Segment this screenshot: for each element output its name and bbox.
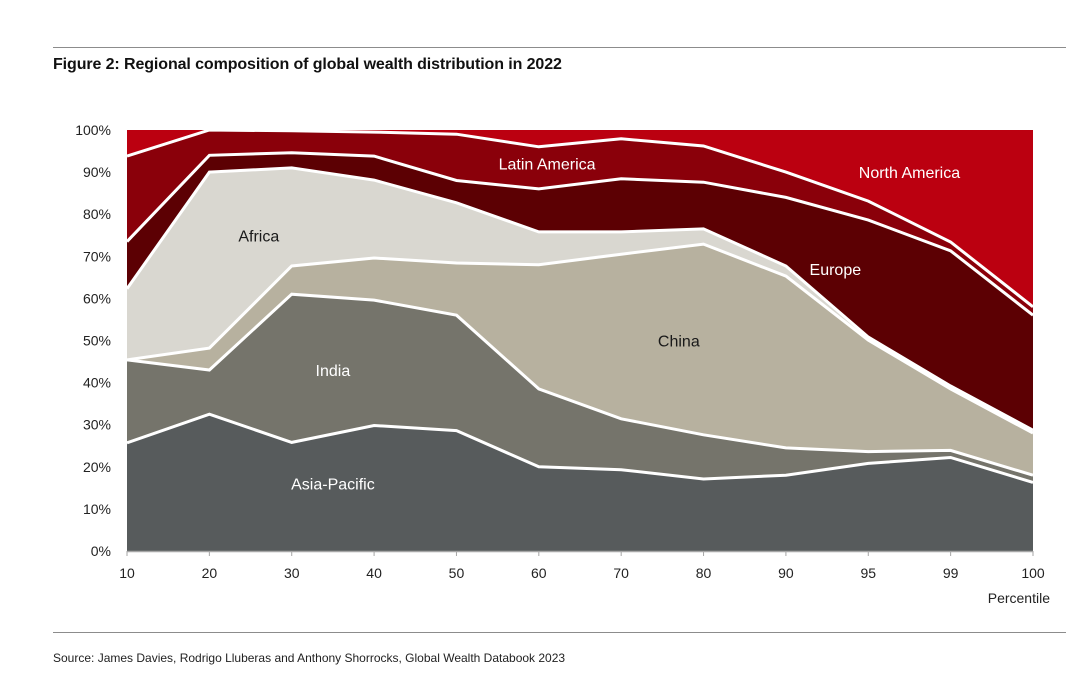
x-tick-label: 50 <box>449 565 465 581</box>
x-tick-label: 95 <box>860 565 876 581</box>
boundary-asia-pacific <box>126 412 1034 484</box>
y-tick-label: 50% <box>83 333 111 349</box>
label-china: China <box>658 334 700 351</box>
boundary-europe <box>125 151 1034 317</box>
area-north-america <box>127 130 1033 307</box>
area-africa <box>127 167 1033 434</box>
label-latin-america: Latin America <box>499 157 596 174</box>
figure-title: Figure 2: Regional composition of global… <box>53 56 562 73</box>
y-tick-label: 100% <box>75 122 111 138</box>
y-tick-label: 20% <box>83 459 111 475</box>
y-tick-label: 70% <box>83 248 111 264</box>
x-tick-label: 60 <box>531 565 547 581</box>
area-europe <box>127 152 1033 431</box>
label-india: India <box>316 363 351 380</box>
x-tick-label: 70 <box>613 565 629 581</box>
label-africa: Africa <box>238 228 279 245</box>
x-tick-label: 90 <box>778 565 794 581</box>
area-labels-group: Asia-Pacific India China Africa Europe Latin … <box>238 157 960 494</box>
area-asia-pacific <box>127 414 1033 551</box>
y-tick-label: 10% <box>83 501 111 517</box>
boundary-india <box>126 292 1034 477</box>
x-tick-label: 10 <box>119 565 135 581</box>
boundary-africa <box>125 166 1034 432</box>
x-tick-label: 99 <box>943 565 959 581</box>
axes-group: 0% 10% 20% 30% 40% 50% 60% 70% 80% 90% 100% 10 20 30 4… <box>75 122 1045 581</box>
label-asia-pacific: Asia-Pacific <box>291 477 375 494</box>
x-tick-label: 100 <box>1021 565 1045 581</box>
boundary-latin-america <box>126 128 1034 308</box>
area-latin-america <box>127 130 1033 316</box>
source-note: Source: James Davies, Rodrigo Lluberas a… <box>53 651 566 665</box>
label-europe: Europe <box>810 262 862 279</box>
area-china <box>127 244 1033 476</box>
y-tick-label: 0% <box>91 543 111 559</box>
bottom-rule <box>53 632 1066 633</box>
y-tick-label: 90% <box>83 164 111 180</box>
y-tick-label: 40% <box>83 375 111 391</box>
top-rule <box>53 47 1066 48</box>
x-tick-label: 30 <box>284 565 300 581</box>
x-tick-label: 20 <box>202 565 218 581</box>
y-tick-label: 80% <box>83 206 111 222</box>
y-tick-label: 30% <box>83 417 111 433</box>
x-tick-label: 40 <box>366 565 382 581</box>
y-tick-label: 60% <box>83 290 111 306</box>
area-india <box>127 294 1033 483</box>
boundary-china <box>126 242 1034 435</box>
x-tick-label: 80 <box>696 565 712 581</box>
x-axis-label: Percentile <box>988 590 1050 606</box>
label-north-america: North America <box>859 165 960 182</box>
areas-group <box>125 128 1034 551</box>
